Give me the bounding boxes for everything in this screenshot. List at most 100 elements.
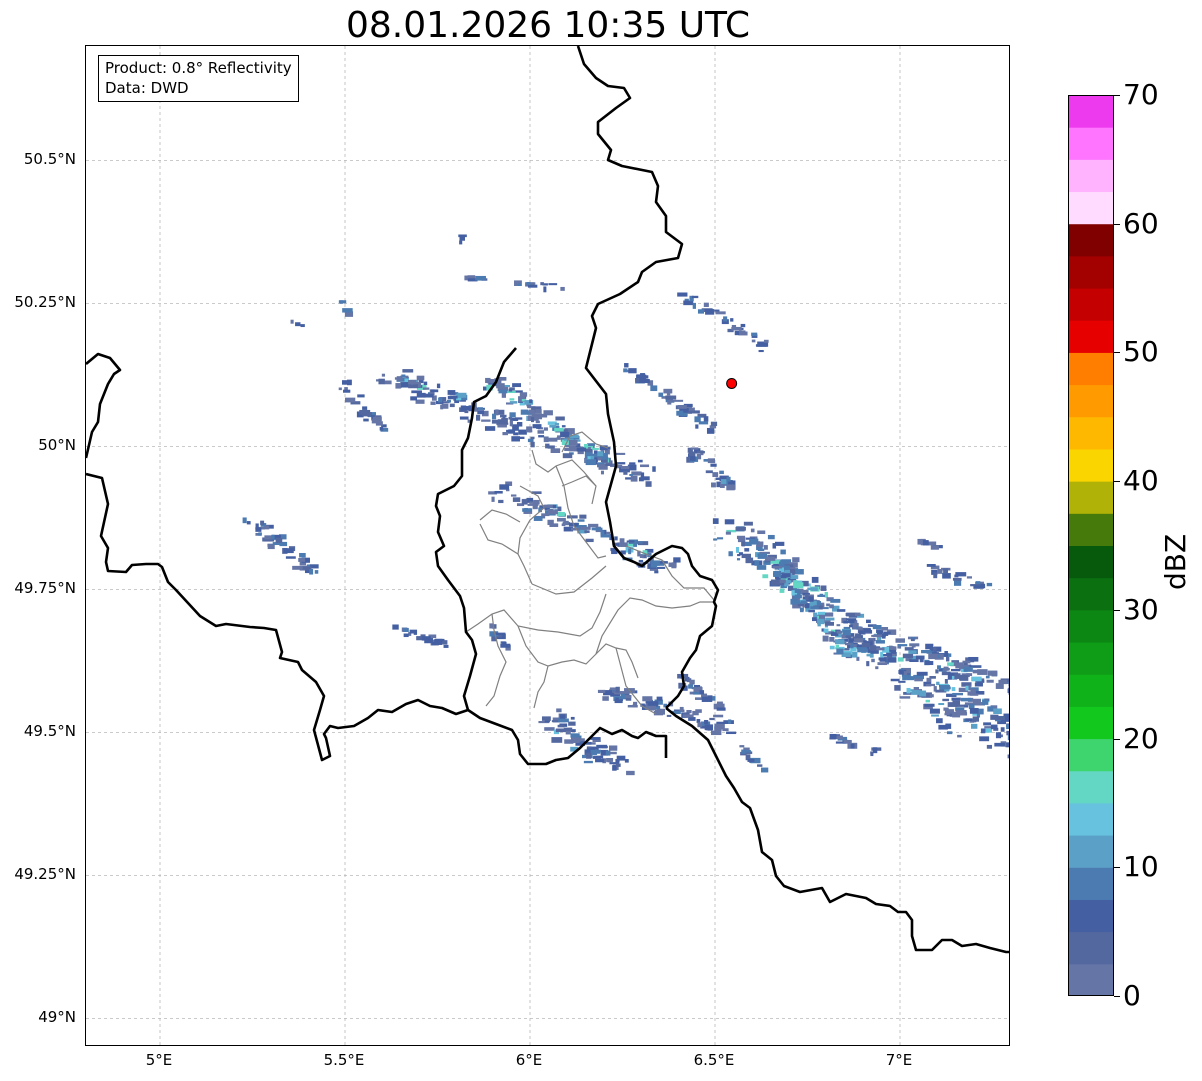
echo-cell	[982, 728, 993, 733]
echo-cell	[843, 620, 849, 624]
colorbar	[1068, 95, 1114, 996]
colorbar-segment	[1068, 255, 1114, 289]
echo-cell	[609, 762, 620, 765]
echo-cell	[736, 535, 746, 540]
echo-cell	[737, 554, 741, 557]
echo-cell	[1007, 734, 1009, 741]
echo-cell	[1008, 682, 1009, 687]
echo-cell	[499, 484, 510, 490]
echo-cell	[793, 588, 800, 593]
echo-cell	[745, 754, 751, 761]
colorbar-segment	[1068, 95, 1114, 128]
echo-cell	[619, 538, 625, 544]
echo-cell	[952, 692, 964, 696]
echo-cell	[968, 656, 979, 662]
echo-cell	[720, 479, 727, 485]
echo-cell	[788, 579, 794, 583]
echo-cell	[715, 477, 722, 480]
echo-cell	[985, 675, 990, 679]
echo-cell	[518, 429, 527, 435]
echo-cell	[913, 686, 920, 690]
echo-cell	[615, 452, 626, 455]
echo-cell	[948, 672, 959, 676]
echo-cell	[772, 543, 777, 549]
echo-cell	[797, 603, 805, 607]
echo-cell	[477, 407, 484, 410]
echo-cell	[697, 722, 703, 728]
echo-cell	[1006, 730, 1009, 736]
echo-cell	[739, 745, 745, 748]
echo-cell	[925, 683, 936, 687]
echo-cell	[890, 678, 900, 682]
lat-tick-label: 50.5°N	[23, 150, 76, 169]
echo-cell	[877, 662, 887, 666]
colorbar-segment	[1068, 448, 1114, 482]
echo-cell	[459, 240, 463, 245]
echo-cell	[647, 563, 651, 568]
radar-map[interactable]	[86, 46, 1010, 1046]
echo-cell	[968, 704, 975, 710]
echo-cell	[780, 585, 787, 589]
echo-cell	[829, 636, 835, 642]
radar-site-marker[interactable]	[726, 377, 738, 389]
echo-cell	[620, 694, 626, 699]
echo-cell	[811, 587, 818, 592]
echo-cell	[765, 556, 776, 561]
district-boundary	[595, 597, 714, 655]
map-frame[interactable]: Product: 0.8° Reflectivity Data: DWD	[85, 45, 1010, 1046]
echo-cell	[381, 424, 387, 428]
echo-cell	[824, 621, 834, 626]
echo-cell	[779, 567, 785, 573]
echo-cell	[627, 464, 637, 471]
echo-cell	[359, 409, 371, 415]
echo-cell	[845, 612, 855, 617]
echo-cell	[839, 646, 845, 650]
echo-cell	[709, 717, 715, 721]
echo-cell	[526, 281, 531, 286]
echo-cell	[941, 671, 951, 676]
echo-cell	[717, 537, 724, 540]
district-boundary	[533, 665, 549, 709]
echo-cell	[739, 330, 746, 333]
echo-cell	[857, 626, 863, 630]
echo-cell	[604, 449, 610, 455]
echo-cell	[258, 532, 262, 536]
echo-cell	[924, 661, 934, 666]
echo-cell	[654, 709, 659, 714]
echo-cell	[953, 661, 957, 665]
echo-cell	[935, 689, 947, 693]
info-product: Product: 0.8° Reflectivity	[105, 59, 292, 77]
echo-cell	[869, 645, 877, 651]
echo-cell	[698, 421, 709, 425]
echo-cell	[670, 710, 681, 715]
echo-cell	[770, 579, 782, 586]
echo-cell	[974, 702, 986, 706]
echo-cell	[745, 557, 754, 564]
echo-cell	[555, 728, 567, 733]
echo-cell	[924, 703, 935, 707]
echo-cell	[856, 656, 860, 661]
lat-tick-label: 49°N	[38, 1008, 76, 1027]
country-border	[86, 472, 469, 762]
echo-cell	[457, 392, 467, 398]
echo-cell	[477, 410, 485, 415]
lon-tick-label: 5.5°E	[323, 1051, 365, 1069]
echo-cell	[650, 385, 658, 392]
echo-cell	[583, 760, 593, 764]
echo-cell	[464, 410, 469, 414]
echo-cell	[831, 605, 840, 612]
echo-cell	[743, 747, 750, 751]
echo-cell	[606, 531, 611, 535]
echo-cell	[338, 387, 342, 391]
echo-cell	[392, 624, 399, 630]
echo-cell	[910, 638, 915, 642]
echo-cell	[641, 378, 650, 384]
echo-cell	[983, 722, 992, 726]
echo-cell	[846, 633, 852, 639]
echo-cell	[531, 406, 536, 412]
echo-cell	[568, 721, 576, 726]
echo-cell	[710, 421, 718, 426]
echo-cell	[571, 527, 581, 531]
echo-cell	[464, 275, 470, 281]
echo-cell	[611, 691, 623, 695]
